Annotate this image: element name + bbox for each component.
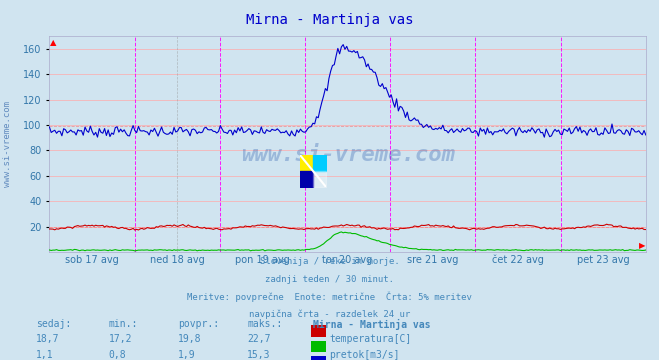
Text: sedaj:: sedaj: — [36, 319, 71, 329]
Text: 0,8: 0,8 — [109, 350, 127, 360]
Text: Slovenija / reke in morje.: Slovenija / reke in morje. — [260, 257, 399, 266]
Text: min.:: min.: — [109, 319, 138, 329]
Text: 17,2: 17,2 — [109, 334, 132, 344]
Text: zadnji teden / 30 minut.: zadnji teden / 30 minut. — [265, 275, 394, 284]
Text: Meritve: povprečne  Enote: metrične  Črta: 5% meritev: Meritve: povprečne Enote: metrične Črta:… — [187, 292, 472, 302]
Text: 1,1: 1,1 — [36, 350, 54, 360]
Text: Mirna - Martinja vas: Mirna - Martinja vas — [313, 319, 430, 330]
Text: 19,8: 19,8 — [178, 334, 202, 344]
Text: pretok[m3/s]: pretok[m3/s] — [330, 350, 400, 360]
Text: ▲: ▲ — [50, 38, 57, 47]
Text: 1,9: 1,9 — [178, 350, 196, 360]
Text: Mirna - Martinja vas: Mirna - Martinja vas — [246, 13, 413, 27]
Text: ▶: ▶ — [639, 241, 646, 250]
Text: 22,7: 22,7 — [247, 334, 271, 344]
Text: navpična črta - razdelek 24 ur: navpična črta - razdelek 24 ur — [249, 309, 410, 319]
Text: temperatura[C]: temperatura[C] — [330, 334, 412, 344]
Text: povpr.:: povpr.: — [178, 319, 219, 329]
Text: www.si-vreme.com: www.si-vreme.com — [3, 101, 13, 187]
Text: 15,3: 15,3 — [247, 350, 271, 360]
Text: maks.:: maks.: — [247, 319, 282, 329]
Text: 18,7: 18,7 — [36, 334, 60, 344]
Text: www.si-vreme.com: www.si-vreme.com — [241, 145, 455, 165]
